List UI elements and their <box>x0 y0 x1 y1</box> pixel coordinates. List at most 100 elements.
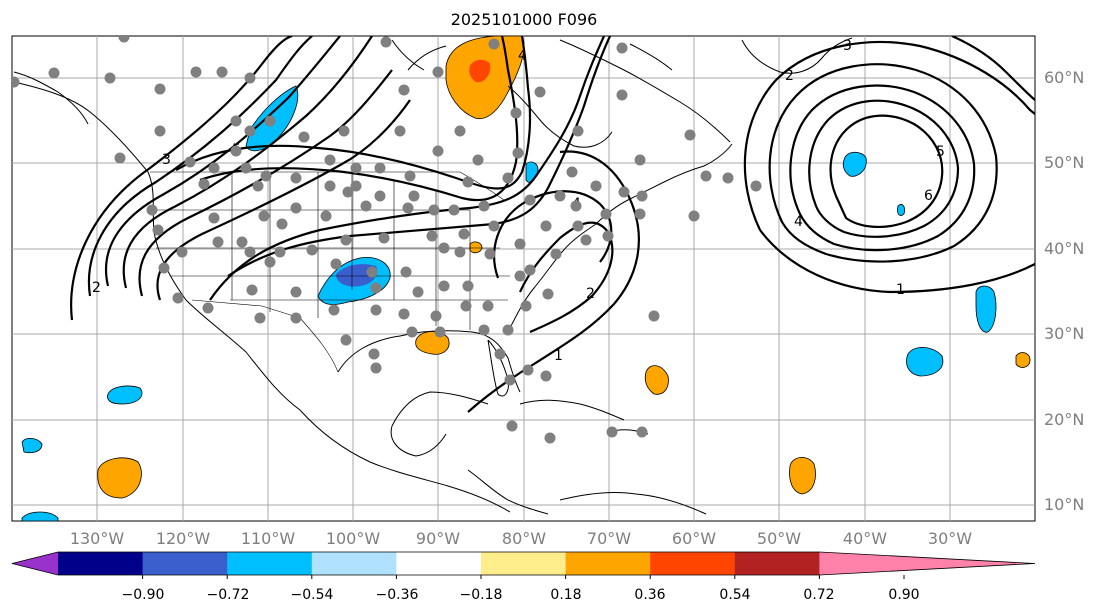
station-dot <box>290 286 302 298</box>
station-dot <box>506 420 518 432</box>
coast-hudson-bay <box>407 45 613 148</box>
border-us-canada <box>150 171 505 201</box>
station-dot <box>230 145 242 157</box>
station-dot <box>158 262 170 274</box>
station-dot <box>152 224 164 236</box>
lat-label-10: 10°N <box>1044 495 1085 514</box>
station-dot <box>494 348 506 360</box>
contour-label: 1 <box>896 282 905 298</box>
contour-atlantic-4 <box>808 99 960 238</box>
station-dot <box>472 154 484 166</box>
lon-label-50: 50°W <box>756 529 802 548</box>
station-dot <box>488 220 500 232</box>
station-dot <box>634 154 646 166</box>
colorbar <box>11 551 1036 579</box>
colorbar-tick-label: −0.90 <box>121 587 165 603</box>
station-dot <box>12 76 20 88</box>
coast-labrador <box>559 39 731 143</box>
station-dot <box>290 202 302 214</box>
contour-label: 3 <box>843 38 852 54</box>
station-dot <box>378 232 390 244</box>
negative-anomaly-atlantic-center <box>842 151 867 177</box>
station-dot <box>504 374 516 386</box>
station-dot <box>700 170 712 182</box>
colorbar-tick-label: 0.18 <box>550 587 582 603</box>
station-dot <box>290 312 302 324</box>
station-dot <box>370 362 382 374</box>
station-dot <box>328 304 340 316</box>
station-dot <box>402 202 414 214</box>
contours <box>70 36 1035 413</box>
lat-label-50: 50°N <box>1044 153 1085 172</box>
contour-west-3 <box>104 36 341 287</box>
station-dot <box>590 180 602 192</box>
station-dot <box>404 170 416 182</box>
contour-label: 4 <box>518 48 527 64</box>
station-dot <box>572 125 584 137</box>
station-dot <box>448 204 460 216</box>
station-dot <box>260 170 272 182</box>
positive-anomaly-far-east <box>1015 352 1031 368</box>
contour-label: 6 <box>924 188 933 204</box>
colorbar-segment <box>58 552 144 575</box>
station-dot <box>104 72 116 84</box>
station-dot <box>684 129 696 141</box>
station-dot <box>330 258 342 270</box>
contour-label: 2 <box>785 68 794 84</box>
station-dot <box>374 190 386 202</box>
station-dot <box>264 256 276 268</box>
station-dot <box>688 210 700 222</box>
station-dot <box>212 236 224 248</box>
station-dot <box>462 176 474 188</box>
border-states-vertical <box>231 172 471 330</box>
station-dot <box>254 312 266 324</box>
station-dot <box>368 348 380 360</box>
station-dot <box>426 230 438 242</box>
station-dot <box>600 208 612 220</box>
station-dot <box>244 246 256 258</box>
positive-anomaly-caribbean <box>644 365 669 395</box>
station-dot <box>252 180 264 192</box>
station-dot <box>438 242 450 254</box>
station-dot <box>432 66 444 78</box>
station-dot <box>412 286 424 298</box>
station-dot <box>244 125 256 137</box>
station-dot <box>438 280 450 292</box>
negative-anomaly-bottom-left <box>21 511 59 521</box>
coast-gulf-of-mexico <box>337 330 521 457</box>
contour-atlantic-3 <box>789 84 976 252</box>
station-dot <box>514 238 526 250</box>
station-dot <box>366 266 378 278</box>
colorbar-segment <box>734 552 820 575</box>
station-dot <box>488 38 500 50</box>
station-dot <box>216 66 228 78</box>
negative-anomaly-pacific-west <box>21 438 43 454</box>
station-dot <box>636 426 648 438</box>
station-dot <box>398 84 410 96</box>
station-dot <box>276 218 288 230</box>
contour-ridge-4 <box>199 36 519 202</box>
station-dot <box>602 230 614 242</box>
colorbar-tick-label: −0.54 <box>290 587 334 603</box>
positive-anomaly-pacific-south <box>97 457 142 499</box>
station-dot <box>482 300 494 312</box>
colorbar-tick-label: 0.90 <box>888 587 920 603</box>
station-dot <box>540 370 552 382</box>
lat-label-20: 20°N <box>1044 410 1085 429</box>
station-dot <box>430 310 442 322</box>
station-dot <box>298 131 310 143</box>
station-dot <box>510 107 522 119</box>
negative-anomaly-east-atlantic <box>975 285 997 333</box>
contour-label: 1 <box>554 348 563 364</box>
station-dot <box>408 190 420 202</box>
station-dot <box>394 125 406 137</box>
station-dot <box>566 166 578 178</box>
station-dots <box>12 36 762 444</box>
colorbar-tick-label: −0.36 <box>375 587 419 603</box>
station-dot <box>454 246 466 258</box>
colorbar-segment <box>311 552 397 575</box>
station-dot <box>462 280 474 292</box>
station-dot <box>648 310 660 322</box>
contour-west-2 <box>87 36 313 297</box>
